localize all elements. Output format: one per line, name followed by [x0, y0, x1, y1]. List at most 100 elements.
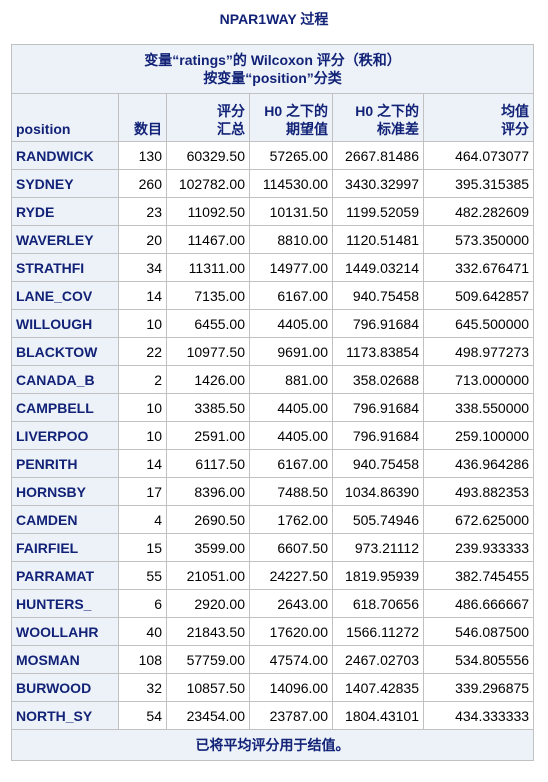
- table-cell: 11311.00: [166, 253, 250, 282]
- table-cell: 23454.00: [166, 701, 250, 730]
- table-cell: 60329.50: [166, 141, 250, 170]
- table-cell: 4405.00: [249, 421, 333, 450]
- table-cell: 102782.00: [166, 169, 250, 198]
- table-cell: 534.805556: [422, 645, 535, 674]
- table-cell: 32: [118, 673, 167, 702]
- table-row: HUNTERS_ 6 2920.00 2643.00 618.70656 486.6666…: [11, 589, 535, 618]
- table-cell: 10857.50: [166, 673, 250, 702]
- table-cell: 23787.00: [249, 701, 333, 730]
- table-cell: 493.882353: [422, 477, 535, 506]
- table-cell: 382.745455: [422, 561, 535, 590]
- column-header-line-2: 期望值: [286, 121, 328, 137]
- table-cell: 2920.00: [166, 589, 250, 618]
- table-cell: 3599.00: [166, 533, 250, 562]
- row-label: SYDNEY: [11, 169, 119, 198]
- caption-line-1: 变量“ratings”的 Wilcoxon 评分（秩和）: [144, 52, 401, 68]
- table-cell: 14: [118, 449, 167, 478]
- column-header-row: position 数目 评分 汇总 H0 之下的 期望值 H0 之下的 标准差 均值 评分: [11, 93, 535, 142]
- column-header-line-2: 汇总: [217, 121, 245, 137]
- table-row: LIVERPOO 10 2591.00 4405.00 796.91684 259.100…: [11, 421, 535, 450]
- table-cell: 1426.00: [166, 365, 250, 394]
- table-cell: 57759.00: [166, 645, 250, 674]
- column-header: position: [11, 93, 119, 142]
- row-label: HORNSBY: [11, 477, 119, 506]
- table-caption: 变量“ratings”的 Wilcoxon 评分（秩和） 按变量“positio…: [10, 44, 535, 94]
- table-cell: 796.91684: [332, 421, 424, 450]
- table-cell: 4405.00: [249, 309, 333, 338]
- table-cell: 2690.50: [166, 505, 250, 534]
- row-label: MOSMAN: [11, 645, 119, 674]
- table-cell: 3385.50: [166, 393, 250, 422]
- table-row: NORTH_SY 54 23454.00 23787.00 1804.43101 434.…: [11, 701, 535, 730]
- row-label: FAIRFIEL: [11, 533, 119, 562]
- table-cell: 47574.00: [249, 645, 333, 674]
- table-cell: 509.642857: [422, 281, 535, 310]
- row-label: WOOLLAHR: [11, 617, 119, 646]
- table-cell: 2591.00: [166, 421, 250, 450]
- table-cell: 436.964286: [422, 449, 535, 478]
- table-cell: 573.350000: [422, 225, 535, 254]
- row-label: NORTH_SY: [11, 701, 119, 730]
- table-cell: 23: [118, 197, 167, 226]
- table-cell: 9691.00: [249, 337, 333, 366]
- table-row: BURWOOD 32 10857.50 14096.00 1407.42835 339.2…: [11, 673, 535, 702]
- table-cell: 2643.00: [249, 589, 333, 618]
- table-cell: 1034.86390: [332, 477, 424, 506]
- table-row: PENRITH 14 6117.50 6167.00 940.75458 436.9642…: [11, 449, 535, 478]
- column-header: H0 之下的 标准差: [332, 93, 424, 142]
- table-cell: 4405.00: [249, 393, 333, 422]
- table-cell: 1762.00: [249, 505, 333, 534]
- table-cell: 20: [118, 225, 167, 254]
- table-cell: 358.02688: [332, 365, 424, 394]
- column-header: H0 之下的 期望值: [249, 93, 333, 142]
- row-label: STRATHFI: [11, 253, 119, 282]
- table-cell: 6: [118, 589, 167, 618]
- table-cell: 1449.03214: [332, 253, 424, 282]
- table-cell: 973.21112: [332, 533, 424, 562]
- table-cell: 940.75458: [332, 449, 424, 478]
- table-cell: 713.000000: [422, 365, 535, 394]
- column-header-line-1: [123, 102, 162, 120]
- table-body: RANDWICK 130 60329.50 57265.00 2667.81486 464…: [11, 141, 535, 730]
- table-cell: 1199.52059: [332, 197, 424, 226]
- row-label: BURWOOD: [11, 673, 119, 702]
- column-header-line-2: 标准差: [377, 121, 419, 137]
- table-cell: 498.977273: [422, 337, 535, 366]
- table-cell: 332.676471: [422, 253, 535, 282]
- table-cell: 1407.42835: [332, 673, 424, 702]
- table-row: MOSMAN 108 57759.00 47574.00 2467.02703 534.8…: [11, 645, 535, 674]
- table-row: STRATHFI 34 11311.00 14977.00 1449.03214 332.…: [11, 253, 535, 282]
- table-cell: 11092.50: [166, 197, 250, 226]
- table-cell: 940.75458: [332, 281, 424, 310]
- table-row: LANE_COV 14 7135.00 6167.00 940.75458 509.642…: [11, 281, 535, 310]
- table-cell: 8396.00: [166, 477, 250, 506]
- table-row: CANADA_B 2 1426.00 881.00 358.02688 713.00000…: [11, 365, 535, 394]
- table-cell: 10: [118, 421, 167, 450]
- table-cell: 434.333333: [422, 701, 535, 730]
- table-cell: 114530.00: [249, 169, 333, 198]
- table-cell: 3430.32997: [332, 169, 424, 198]
- table-cell: 1173.83854: [332, 337, 424, 366]
- table-row: FAIRFIEL 15 3599.00 6607.50 973.21112 239.933…: [11, 533, 535, 562]
- column-header-line-2: position: [16, 121, 71, 137]
- table-cell: 2: [118, 365, 167, 394]
- table-cell: 10: [118, 309, 167, 338]
- table-cell: 645.500000: [422, 309, 535, 338]
- column-header-line-1: [16, 102, 114, 120]
- table-cell: 6167.00: [249, 449, 333, 478]
- table-cell: 618.70656: [332, 589, 424, 618]
- column-header: 均值 评分: [422, 93, 535, 142]
- table-row: WAVERLEY 20 11467.00 8810.00 1120.51481 573.3…: [11, 225, 535, 254]
- table-cell: 7488.50: [249, 477, 333, 506]
- table-cell: 14096.00: [249, 673, 333, 702]
- row-label: WAVERLEY: [11, 225, 119, 254]
- table-cell: 10131.50: [249, 197, 333, 226]
- row-label: CAMPBELL: [11, 393, 119, 422]
- table-cell: 15: [118, 533, 167, 562]
- table-cell: 1819.95939: [332, 561, 424, 590]
- row-label: RANDWICK: [11, 141, 119, 170]
- row-label: PENRITH: [11, 449, 119, 478]
- table-row: HORNSBY 17 8396.00 7488.50 1034.86390 493.882…: [11, 477, 535, 506]
- table-cell: 6117.50: [166, 449, 250, 478]
- table-cell: 482.282609: [422, 197, 535, 226]
